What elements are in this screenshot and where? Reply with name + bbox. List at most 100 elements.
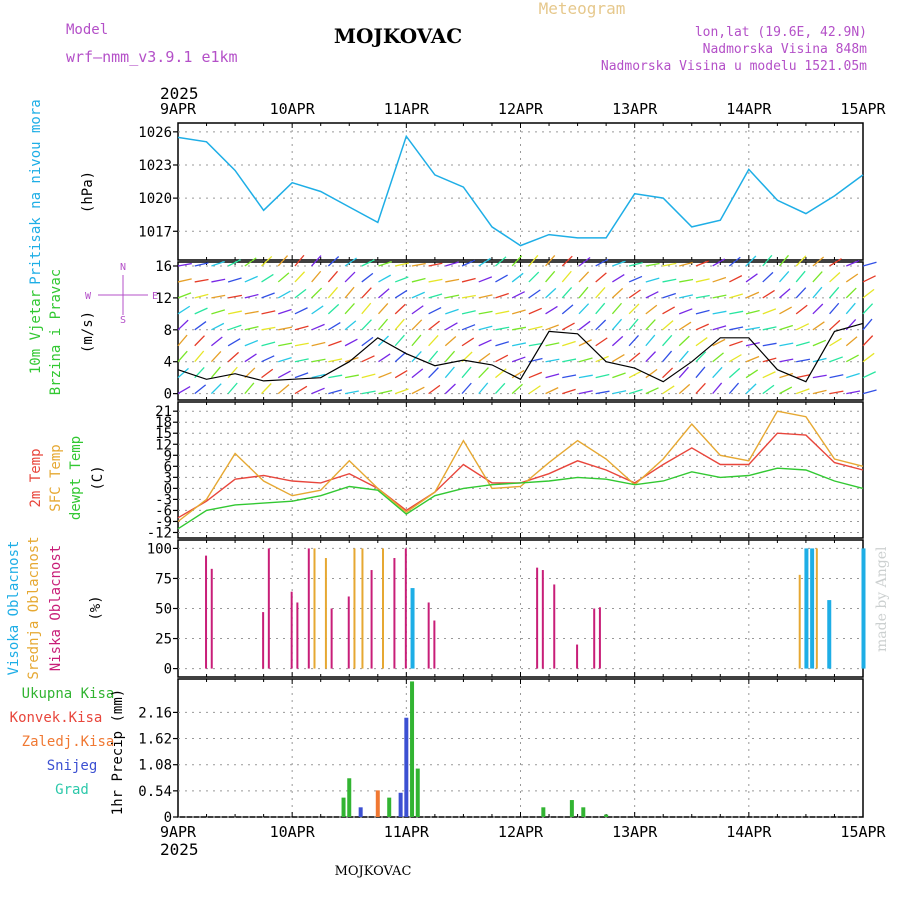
wind-arrow [461, 382, 472, 395]
wind-arrow [745, 383, 757, 395]
temp-side-label-3: dewpt Temp [68, 436, 84, 520]
wind-arrow [361, 390, 376, 395]
wind-arrow [728, 367, 741, 379]
wind-arrow [327, 256, 340, 267]
wind-arrow [495, 292, 509, 299]
wind-arrow [678, 321, 692, 331]
wind-arrow [678, 308, 693, 315]
wind-arrow [227, 338, 241, 347]
wind-arrow [528, 271, 540, 283]
cloud-bar [815, 548, 818, 669]
wind-arrow [829, 390, 844, 395]
wind-arrow [461, 259, 476, 267]
wind-arrow [645, 387, 659, 395]
wind-arrow [595, 302, 606, 315]
wind-arrow [344, 390, 359, 395]
wind-arrow [311, 341, 326, 347]
wind-arrow [244, 310, 259, 315]
wind-arrow [194, 262, 209, 267]
wind-arrow [528, 325, 543, 331]
wind-arrow [478, 325, 493, 331]
wind-arrow [277, 370, 291, 379]
wind-arrow [695, 309, 710, 315]
wind-arrow [495, 368, 507, 379]
wind-arrow [611, 302, 623, 315]
wind-arrow [595, 337, 608, 347]
wind-arrow [428, 262, 443, 267]
cloud-bar [861, 548, 866, 669]
wind-ytick-label: 4 [164, 355, 172, 371]
temp-ytick-label: 15 [155, 426, 172, 442]
cloud-ytick-label: 75 [155, 571, 172, 587]
wind-arrow [829, 319, 841, 331]
wind-arrow [795, 341, 810, 347]
wind-arrow [361, 373, 376, 379]
wind-arrow [745, 309, 760, 315]
compass-w: W [85, 291, 92, 302]
wind-arrow [378, 353, 391, 363]
precip-ytick-label: 0 [164, 810, 172, 826]
wind-arrow [595, 373, 610, 379]
wind-arrow [845, 354, 859, 363]
cloud-bar [541, 570, 544, 669]
wind-arrow [862, 335, 874, 347]
wind-arrow [278, 356, 292, 363]
wind-arrow [194, 307, 208, 315]
pressure-unit-label: (hPa) [80, 171, 96, 213]
cloud-bar [361, 548, 364, 669]
wind-arrow [211, 278, 226, 283]
compass-e: E [152, 291, 158, 302]
wind-arrow [779, 372, 794, 379]
cloud-bar [347, 596, 350, 669]
wind-arrow [695, 294, 710, 299]
cloud-ytick-label: 100 [147, 541, 172, 557]
wind-arrow [411, 305, 424, 315]
cloud-bar [798, 574, 801, 669]
wind-arrow [745, 326, 760, 331]
wind-arrow [645, 277, 660, 283]
x-tick-label-bottom: 14APR [726, 823, 772, 841]
cloud-ytick-label: 0 [164, 662, 172, 678]
wind-arrow [194, 350, 205, 363]
wind-arrow [528, 342, 543, 347]
wind-arrow [227, 351, 240, 363]
wind-arrow [829, 272, 841, 283]
temp-ytick-label: 12 [155, 437, 172, 453]
wind-arrow [846, 259, 860, 267]
wind-arrow [495, 256, 507, 267]
wind-arrow [712, 338, 726, 347]
wind-arrow [612, 372, 626, 379]
wind-arrow [478, 294, 493, 299]
wind-arrow [261, 292, 275, 299]
wind-arrow [194, 293, 209, 299]
temp-ytick-label: 21 [155, 404, 172, 420]
wind-arrow [311, 270, 322, 283]
station-title: MOJKOVAC [334, 24, 462, 48]
wind-arrow [528, 371, 543, 379]
wind-arrow [745, 291, 760, 299]
pressure-ytick-label: 1023 [138, 158, 172, 174]
wind-arrow [578, 286, 589, 299]
wind-arrow [745, 273, 758, 283]
wind-arrow [645, 334, 656, 347]
wind-arrow [244, 275, 258, 283]
wind-arrow [562, 358, 577, 363]
wind-arrow [511, 255, 523, 267]
wind-arrow [327, 270, 339, 283]
wind-unit-label: (m/s) [80, 311, 96, 353]
temp-ytick-label: 3 [164, 470, 172, 486]
wind-arrow [344, 338, 358, 347]
wind-arrow [662, 292, 677, 299]
cloud-bar [576, 644, 579, 669]
wind-arrow [244, 339, 259, 347]
wind-arrow [277, 272, 290, 283]
wind-arrow [628, 370, 642, 379]
wind-arrow [194, 321, 207, 331]
wind-arrow [177, 305, 191, 315]
wind-speed-line [177, 322, 864, 383]
wind-panel: 0 4 8 12 16 10m Vjetar Brzina i Pravac (m/s) N S W… [28, 254, 877, 403]
wind-arrow [344, 286, 355, 299]
wind-arrow [745, 355, 760, 363]
wind-arrow [327, 286, 339, 299]
wind-arrow [444, 350, 456, 363]
